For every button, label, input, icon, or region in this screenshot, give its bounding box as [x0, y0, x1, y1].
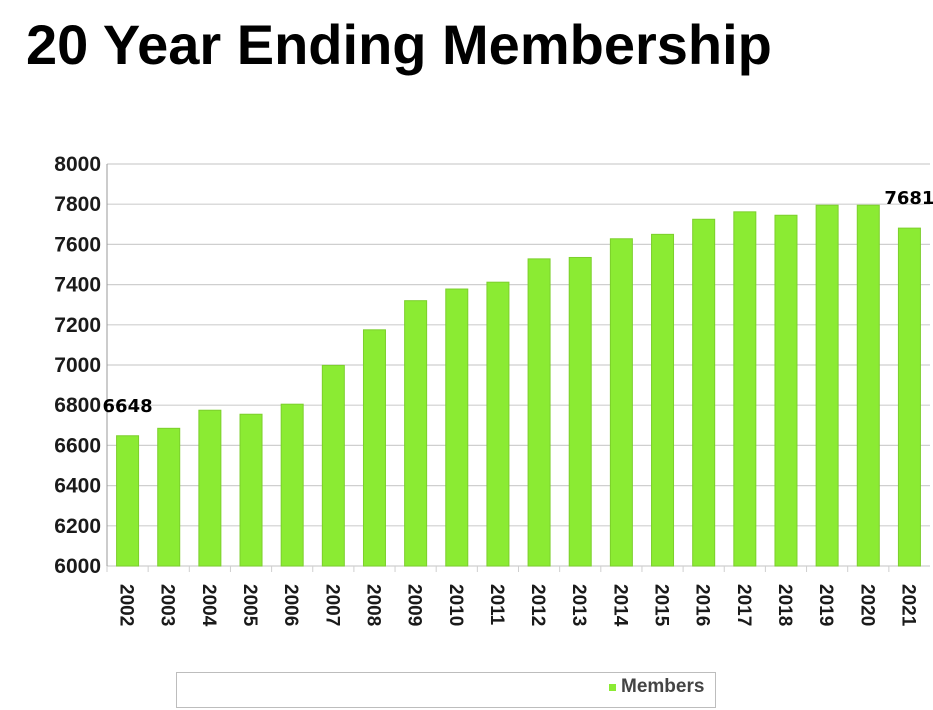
chart-title: 20 Year Ending Membership	[26, 13, 772, 76]
bar	[774, 214, 798, 567]
bar	[651, 233, 675, 567]
x-tick-label: 2017	[733, 584, 754, 626]
bar	[362, 329, 386, 567]
x-tick-label: 2009	[404, 584, 425, 626]
y-tick-label: 6000	[54, 555, 101, 578]
bar	[692, 218, 716, 567]
x-tick-label: 2014	[609, 584, 630, 627]
x-tick-label: 2007	[321, 584, 342, 626]
bar	[404, 300, 428, 567]
x-tick-label: 2020	[856, 584, 877, 626]
y-tick-label: 6600	[54, 434, 101, 457]
x-tick-label: 2010	[445, 584, 466, 626]
chart-legend: Members	[176, 672, 716, 708]
y-tick-label: 6800	[54, 394, 101, 417]
x-tick-label: 2008	[362, 584, 383, 626]
x-tick-label: 2016	[692, 584, 713, 626]
x-tick-label: 2006	[280, 584, 301, 626]
y-tick-label: 7000	[54, 354, 101, 377]
x-tick-label: 2019	[815, 584, 836, 626]
x-tick-label: 2012	[527, 584, 548, 626]
bar	[198, 409, 222, 567]
y-tick-label: 7200	[54, 314, 101, 337]
y-tick-label: 7800	[54, 193, 101, 216]
bar	[321, 364, 345, 567]
x-tick-label: 2003	[157, 584, 178, 626]
x-tick-label: 2015	[651, 584, 672, 627]
y-tick-label: 7600	[54, 233, 101, 256]
bar	[733, 211, 757, 567]
data-label: 7681	[884, 188, 933, 209]
bar	[157, 427, 181, 567]
x-tick-label: 2011	[486, 584, 507, 626]
x-tick-label: 2018	[774, 584, 795, 626]
y-tick-label: 8000	[54, 153, 101, 176]
x-tick-label: 2002	[116, 584, 137, 626]
bar	[897, 227, 921, 567]
bar	[568, 256, 592, 567]
x-tick-label: 2004	[198, 584, 219, 627]
bar	[815, 204, 839, 567]
bar	[445, 288, 469, 567]
bar	[486, 281, 510, 567]
bar	[239, 413, 263, 567]
bar	[527, 258, 551, 567]
bar	[116, 435, 140, 567]
x-tick-label: 2021	[897, 584, 918, 627]
x-tick-label: 2013	[568, 584, 589, 626]
legend-label-members: Members	[621, 676, 705, 697]
bar	[856, 204, 880, 567]
y-tick-label: 7400	[54, 274, 101, 297]
bar	[609, 238, 633, 567]
x-tick-label: 2005	[239, 584, 260, 627]
bar-chart: 6000 6200 6400 6600 6800 7000 7200 7400 7600 7800…	[54, 153, 933, 627]
y-tick-label: 6400	[54, 475, 101, 498]
data-label: 6648	[103, 396, 153, 417]
bar	[280, 403, 304, 567]
y-tick-label: 6200	[54, 515, 101, 538]
legend-swatch-members	[609, 684, 616, 691]
